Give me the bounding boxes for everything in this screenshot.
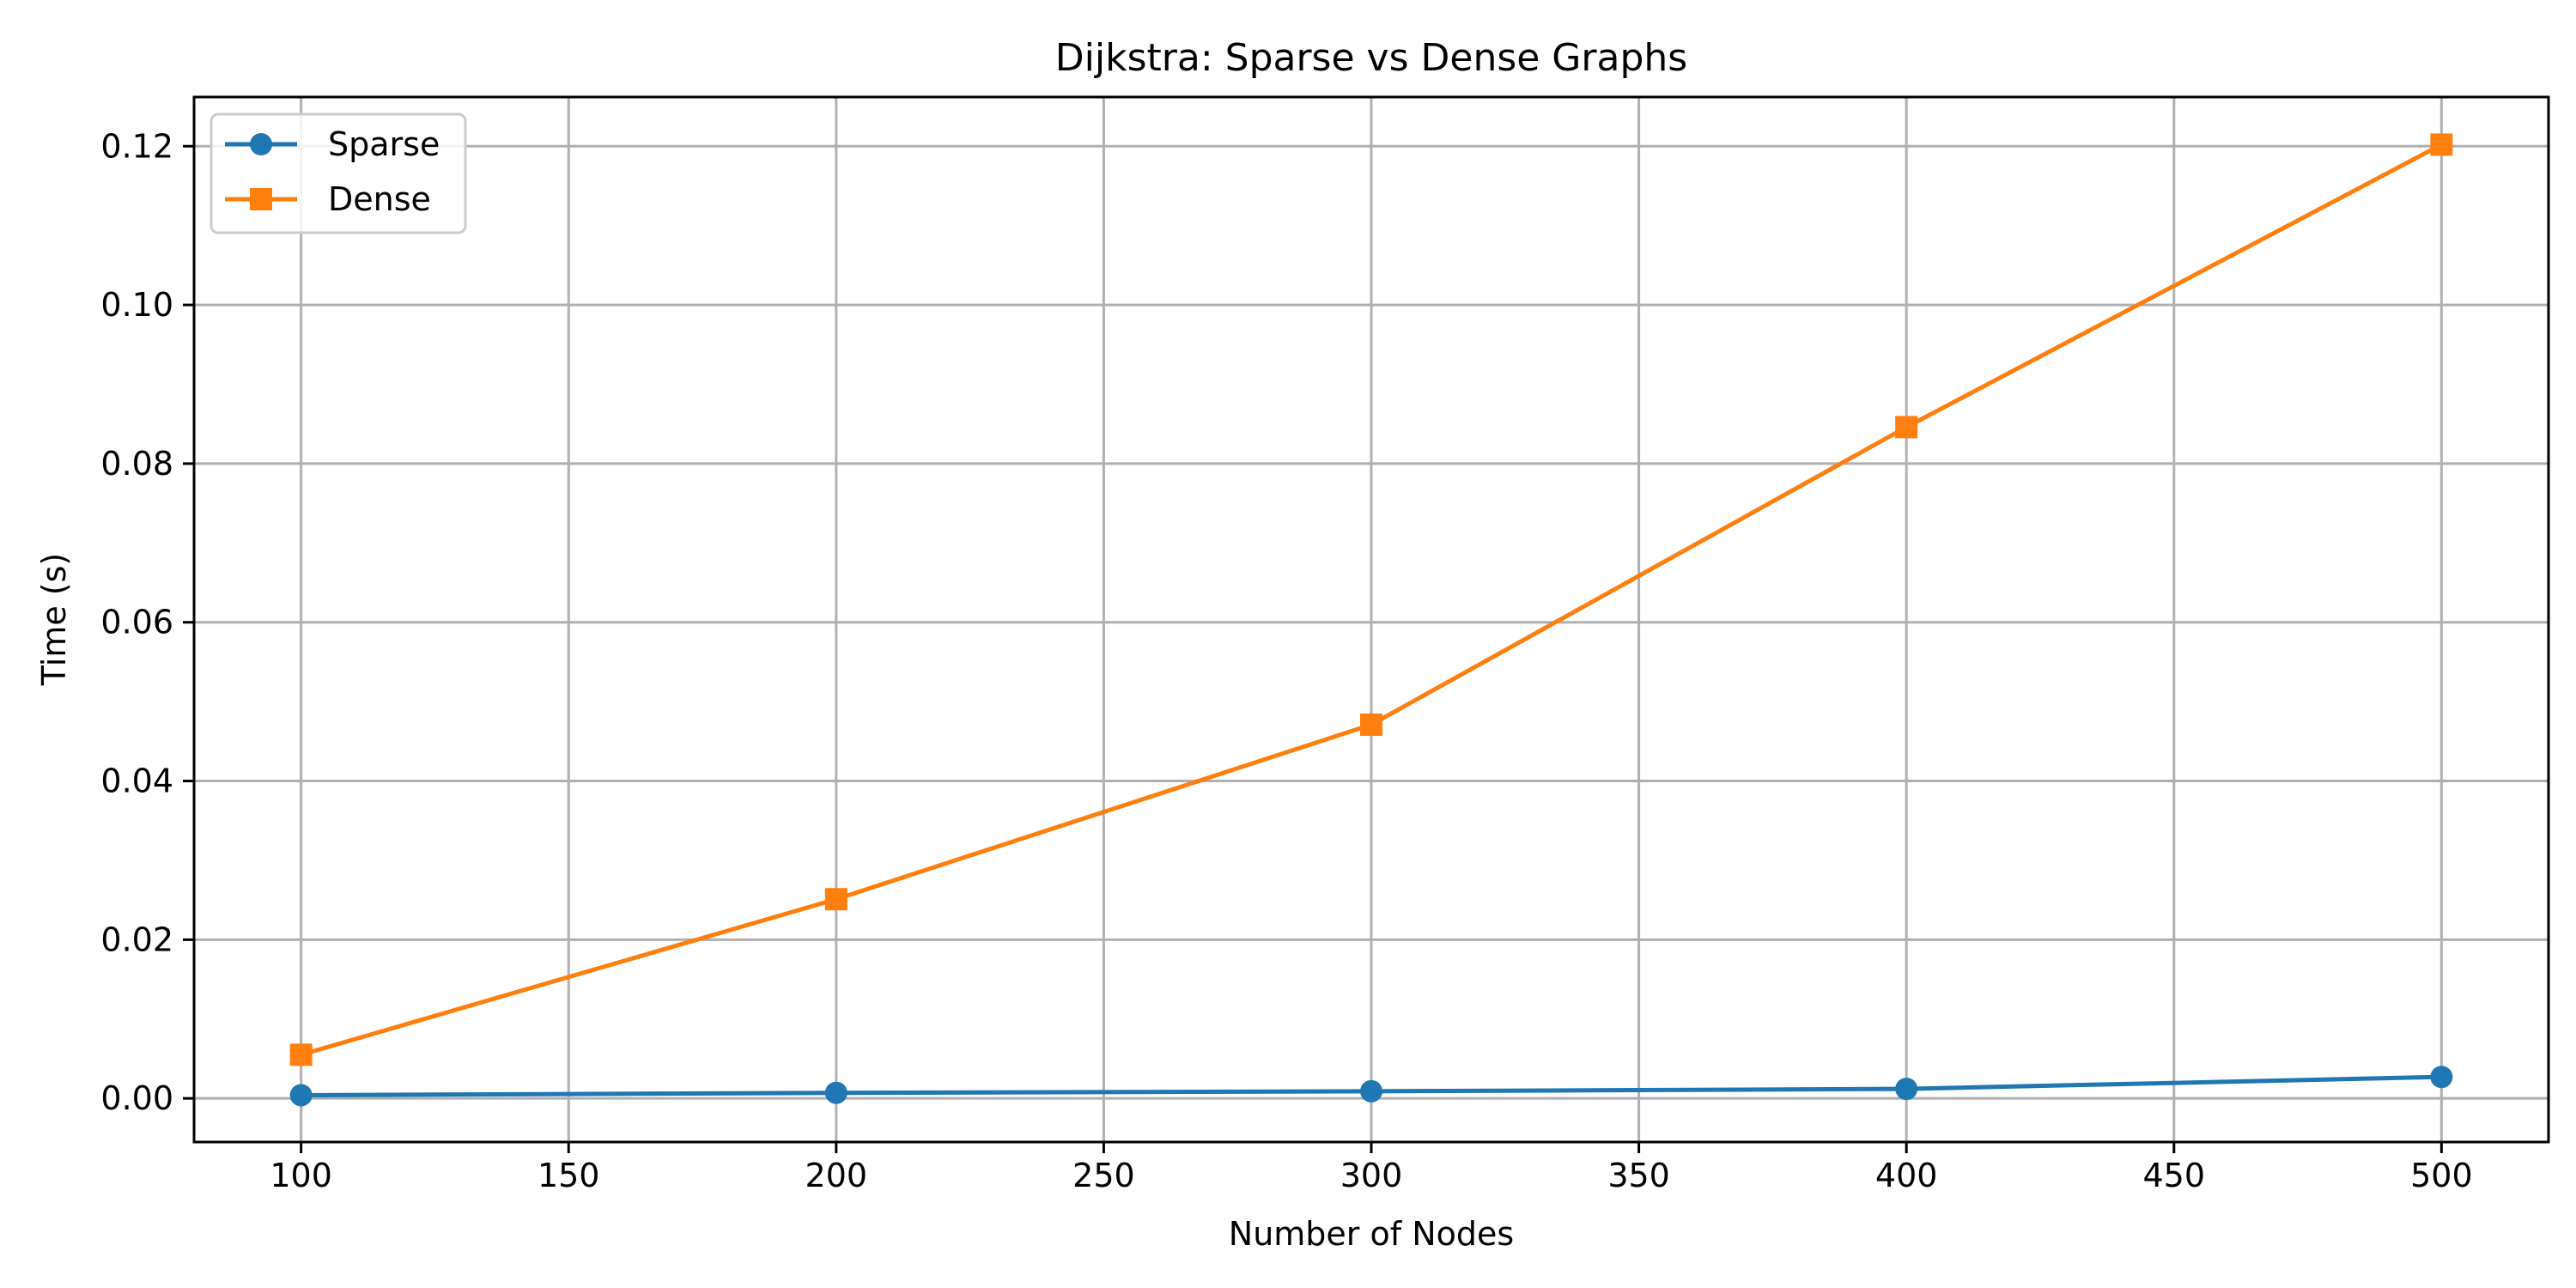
series-sparse-point xyxy=(289,1084,313,1107)
y-tick-label: 0.04 xyxy=(100,762,173,800)
y-tick-label: 0.10 xyxy=(100,286,173,324)
series-dense xyxy=(289,133,2453,1066)
y-axis-label: Time (s) xyxy=(35,553,73,687)
x-axis: 100 150 200 250 300 350 400 450 500 xyxy=(270,1142,2473,1194)
series-sparse xyxy=(289,1066,2453,1107)
x-tick-label: 450 xyxy=(2143,1157,2206,1194)
x-tick-label: 400 xyxy=(1875,1157,1938,1194)
series-sparse-point xyxy=(824,1081,848,1104)
y-tick-label: 0.00 xyxy=(100,1079,173,1117)
legend-sparse-label: Sparse xyxy=(328,125,440,163)
x-tick-label: 500 xyxy=(2410,1157,2473,1194)
series-dense-point xyxy=(1360,713,1382,736)
y-tick-label: 0.08 xyxy=(100,445,173,483)
legend-dense-label: Dense xyxy=(328,180,431,218)
legend: Sparse Dense xyxy=(210,112,467,234)
series-dense-point xyxy=(289,1043,313,1066)
legend-dense-marker xyxy=(250,188,272,210)
series-sparse-point xyxy=(2430,1066,2453,1089)
x-tick-label: 250 xyxy=(1072,1157,1135,1194)
legend-sparse-marker xyxy=(250,133,272,155)
series-dense-point xyxy=(2430,133,2453,156)
x-tick-label: 200 xyxy=(805,1157,868,1194)
x-axis-label: Number of Nodes xyxy=(1229,1215,1514,1253)
x-tick-label: 100 xyxy=(270,1157,332,1194)
y-tick-label: 0.02 xyxy=(100,920,173,958)
y-tick-label: 0.12 xyxy=(100,127,173,165)
series-dense-point xyxy=(1895,416,1918,439)
chart-title: Dijkstra: Sparse vs Dense Graphs xyxy=(1055,36,1687,80)
y-tick-label: 0.06 xyxy=(100,604,173,641)
x-tick-label: 350 xyxy=(1607,1157,1670,1194)
x-tick-label: 150 xyxy=(538,1157,600,1194)
series-layer xyxy=(289,133,2453,1107)
series-dense-point xyxy=(824,888,848,911)
series-sparse-point xyxy=(1895,1078,1918,1101)
x-tick-label: 300 xyxy=(1340,1157,1403,1194)
y-axis: 0.00 0.02 0.04 0.06 0.08 0.10 0.12 xyxy=(100,127,194,1117)
series-sparse-point xyxy=(1360,1079,1382,1103)
